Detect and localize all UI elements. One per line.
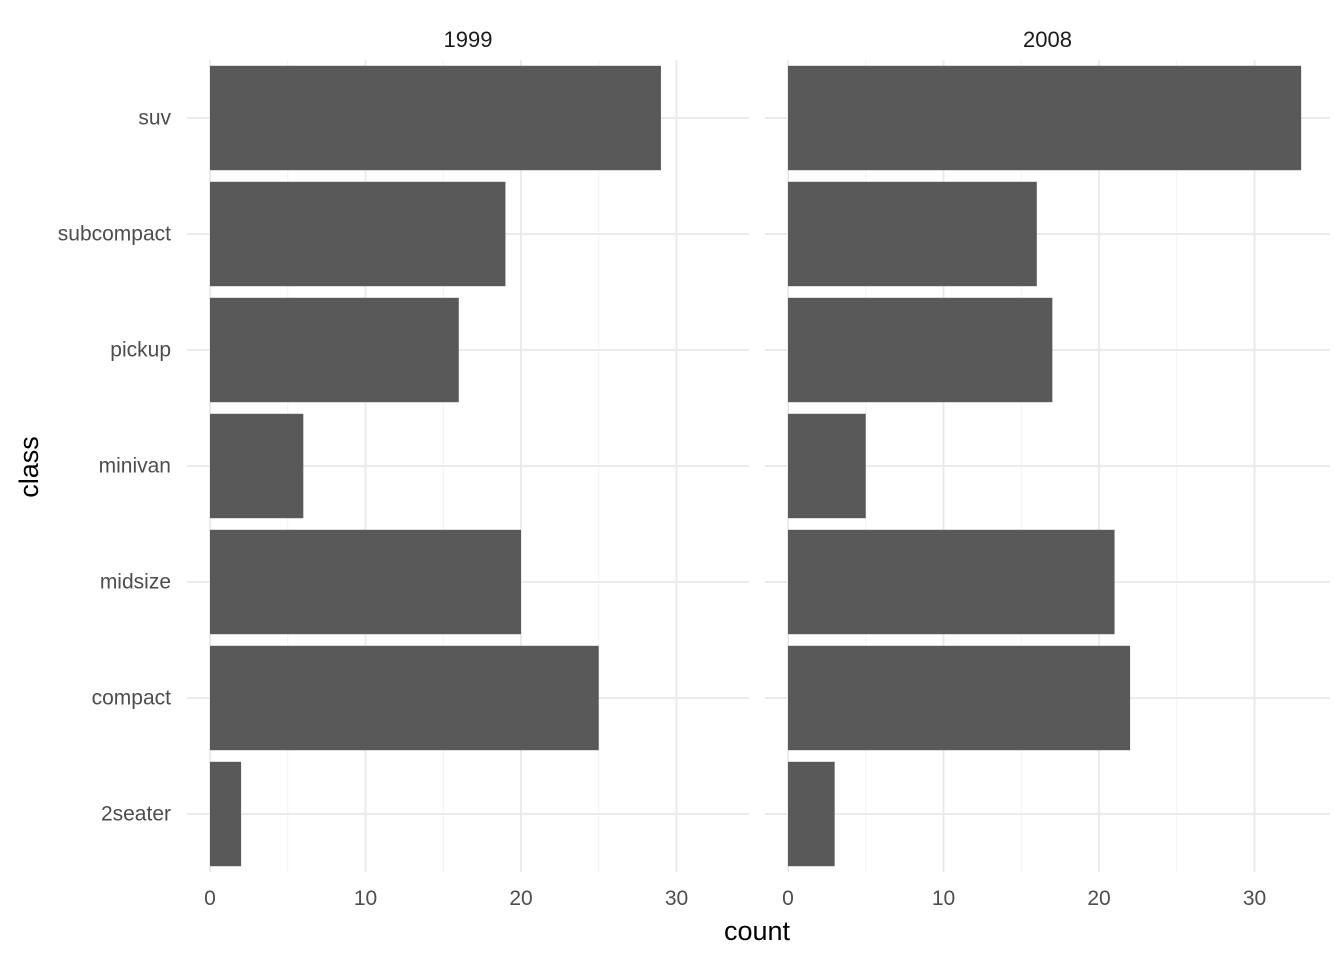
bar-1999-suv <box>210 65 661 171</box>
x-axis-title: count <box>724 916 791 946</box>
bar-2008-pickup <box>788 297 1053 403</box>
bar-1999-pickup <box>210 297 459 403</box>
bar-1999-subcompact <box>210 181 506 287</box>
y-tick-label: midsize <box>100 571 171 594</box>
y-tick-label: suv <box>138 107 171 130</box>
y-tick-label: minivan <box>99 455 171 478</box>
facet-title: 1999 <box>444 27 493 52</box>
y-axis-title: class <box>14 436 44 498</box>
bar-1999-compact <box>210 645 599 751</box>
y-tick-label: pickup <box>110 339 171 362</box>
x-tick-label: 10 <box>932 887 955 910</box>
x-tick-label: 20 <box>509 887 532 910</box>
bar-1999-midsize <box>210 529 521 635</box>
y-tick-label: compact <box>92 687 172 710</box>
facet-title: 2008 <box>1023 27 1072 52</box>
y-tick-label: 2seater <box>101 803 171 826</box>
bar-1999-minivan <box>210 413 304 519</box>
x-tick-label: 0 <box>204 887 216 910</box>
bar-2008-midsize <box>788 529 1115 635</box>
facet-panel-1: 2008 0 10 20 30 <box>765 27 1330 910</box>
x-tick-label: 30 <box>1243 887 1266 910</box>
x-tick-label: 20 <box>1087 887 1110 910</box>
x-tick-label: 0 <box>782 887 794 910</box>
x-tick-label: 30 <box>665 887 688 910</box>
x-tick-label: 10 <box>354 887 377 910</box>
bar-2008-minivan <box>788 413 866 519</box>
bar-2008-2seater <box>788 761 835 867</box>
bar-2008-subcompact <box>788 181 1037 287</box>
bar-1999-2seater <box>210 761 242 867</box>
bar-2008-compact <box>788 645 1131 751</box>
bar-2008-suv <box>788 65 1302 171</box>
facet-panel-0: 1999 0 10 20 30 2seater compact midsize minivan p… <box>58 27 749 910</box>
facets: 1999 0 10 20 30 2seater compact midsize minivan p… <box>58 27 1330 910</box>
y-tick-label: subcompact <box>58 223 171 246</box>
